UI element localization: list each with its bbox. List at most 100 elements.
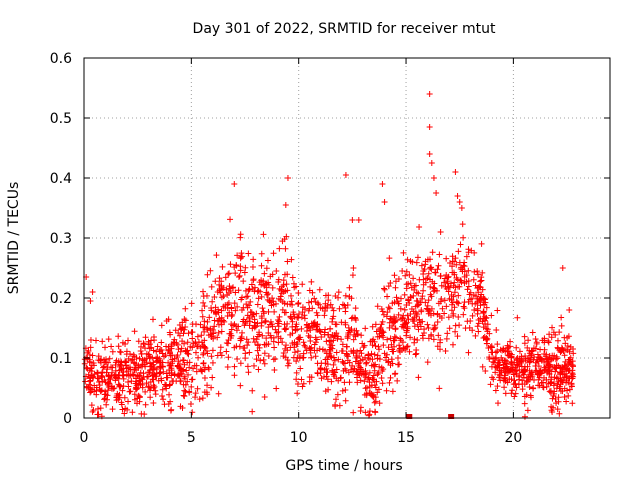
data-point — [509, 387, 516, 394]
data-point — [321, 312, 328, 319]
data-point — [546, 363, 553, 369]
data-point — [179, 405, 186, 412]
data-point — [179, 324, 186, 331]
y-axis-label: SRMTID / TECUs — [6, 182, 22, 295]
data-point — [87, 298, 94, 304]
data-point — [401, 306, 408, 313]
data-point — [428, 266, 435, 273]
data-point — [258, 313, 265, 320]
data-point — [534, 351, 541, 358]
axis-ticks — [83, 57, 610, 419]
data-point — [109, 369, 116, 376]
data-point — [284, 320, 291, 327]
data-point — [201, 375, 208, 382]
data-point — [427, 291, 434, 298]
data-point — [114, 374, 121, 381]
data-point — [223, 339, 230, 346]
data-point — [327, 325, 334, 332]
data-point — [453, 298, 460, 305]
data-point — [135, 338, 142, 345]
data-point — [259, 332, 266, 339]
data-point — [283, 281, 290, 288]
data-point — [96, 382, 103, 389]
data-point — [94, 370, 101, 377]
data-point — [325, 353, 332, 360]
data-point — [137, 369, 144, 376]
data-point — [199, 368, 206, 375]
data-point — [504, 348, 511, 355]
data-point — [284, 301, 291, 308]
data-point — [553, 374, 560, 381]
data-point — [524, 363, 531, 370]
data-point — [406, 271, 413, 278]
data-point — [361, 391, 368, 398]
data-point — [509, 364, 516, 371]
data-point — [437, 339, 444, 346]
data-point — [258, 262, 265, 269]
data-point — [362, 325, 369, 332]
data-point — [385, 359, 392, 366]
data-point — [427, 256, 434, 263]
data-point — [564, 334, 571, 341]
data-point — [314, 326, 321, 333]
data-point — [201, 318, 208, 325]
data-point — [166, 391, 173, 398]
data-point — [212, 304, 219, 311]
data-point — [512, 381, 519, 388]
data-point — [536, 371, 543, 378]
data-point — [450, 310, 457, 317]
data-point — [299, 383, 306, 390]
data-point — [235, 274, 242, 281]
data-point — [122, 405, 129, 412]
data-point — [284, 356, 291, 363]
data-point — [289, 274, 296, 281]
data-point — [324, 376, 331, 383]
data-point — [399, 314, 406, 321]
data-point — [530, 385, 537, 392]
data-point — [565, 361, 572, 368]
data-point — [415, 290, 422, 297]
data-point — [475, 328, 482, 335]
data-point — [474, 323, 481, 330]
data-point — [342, 304, 349, 311]
data-point — [156, 348, 163, 355]
data-point — [254, 301, 261, 308]
data-point — [503, 363, 510, 370]
data-point — [232, 289, 239, 296]
data-point — [546, 388, 553, 395]
data-point — [472, 282, 479, 289]
data-point — [222, 274, 229, 281]
data-point — [366, 369, 373, 376]
data-point — [426, 124, 433, 130]
data-point — [418, 308, 425, 315]
data-point — [159, 392, 166, 399]
data-point — [338, 348, 345, 355]
data-point — [372, 394, 379, 401]
data-point — [146, 345, 153, 352]
data-point — [123, 362, 130, 369]
data-point — [461, 305, 468, 312]
data-point — [567, 354, 574, 361]
data-point — [294, 348, 301, 355]
data-point — [442, 348, 449, 355]
data-point — [282, 245, 289, 252]
data-point — [89, 408, 96, 415]
data-point — [84, 349, 91, 356]
data-point — [549, 395, 556, 402]
data-point — [368, 382, 375, 389]
data-point — [87, 337, 94, 344]
data-point — [386, 379, 393, 386]
data-point — [524, 344, 531, 351]
data-point — [559, 345, 566, 352]
data-point — [200, 360, 207, 367]
data-point — [336, 305, 343, 312]
data-point — [535, 382, 542, 389]
data-point — [345, 369, 352, 376]
data-point — [363, 359, 370, 366]
data-point — [559, 265, 566, 271]
data-point — [234, 252, 241, 259]
data-point — [208, 283, 215, 290]
data-point — [385, 344, 392, 351]
data-point — [166, 350, 173, 357]
data-point — [228, 332, 235, 339]
